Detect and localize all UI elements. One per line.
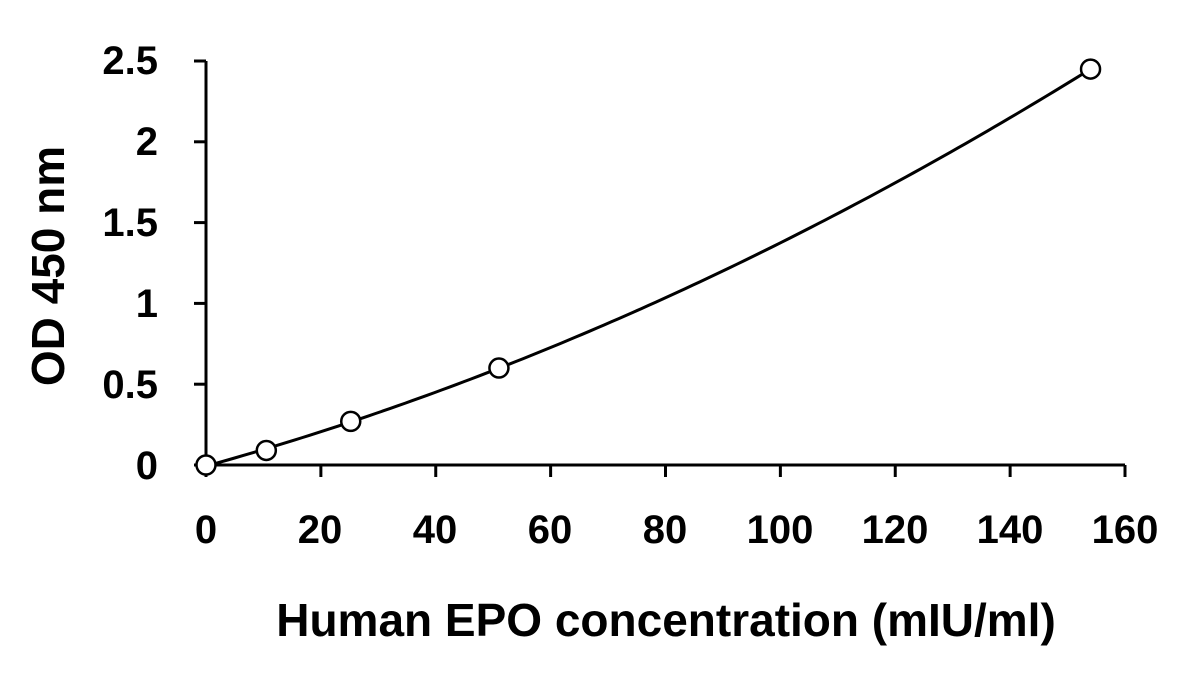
data-point — [255, 439, 278, 462]
x-tick-label: 100 — [747, 508, 814, 552]
x-tick-label: 140 — [977, 508, 1044, 552]
data-point — [195, 454, 217, 476]
y-tick-label: 2.5 — [102, 39, 158, 83]
x-tick-label: 20 — [298, 508, 343, 552]
data-point — [488, 357, 510, 379]
y-tick-label: 1.5 — [102, 201, 158, 245]
x-tick-label: 160 — [1092, 508, 1159, 552]
x-tick-label: 80 — [643, 508, 688, 552]
x-tick-label: 0 — [195, 508, 217, 552]
y-tick-label: 2 — [136, 120, 158, 164]
y-tick-label: 0.5 — [102, 363, 158, 407]
data-point — [1079, 58, 1102, 80]
y-axis-title: OD 450 nm — [22, 146, 74, 386]
y-tick-label: 1 — [136, 282, 158, 326]
fit-curve-line — [205, 67, 1092, 468]
y-tick-labels: 0 0.5 1 1.5 2 2.5 — [102, 39, 158, 488]
x-tick-label: 120 — [862, 508, 929, 552]
x-axis-title: Human EPO concentration (mIU/ml) — [276, 594, 1056, 646]
y-tick-label: 0 — [136, 444, 158, 488]
x-tick-label: 40 — [413, 508, 458, 552]
data-points — [195, 58, 1102, 476]
axes — [194, 59, 1127, 477]
x-tick-label: 60 — [528, 508, 573, 552]
x-tick-labels: 0 20 40 60 80 100 120 140 160 — [195, 508, 1159, 552]
data-point — [339, 410, 362, 433]
